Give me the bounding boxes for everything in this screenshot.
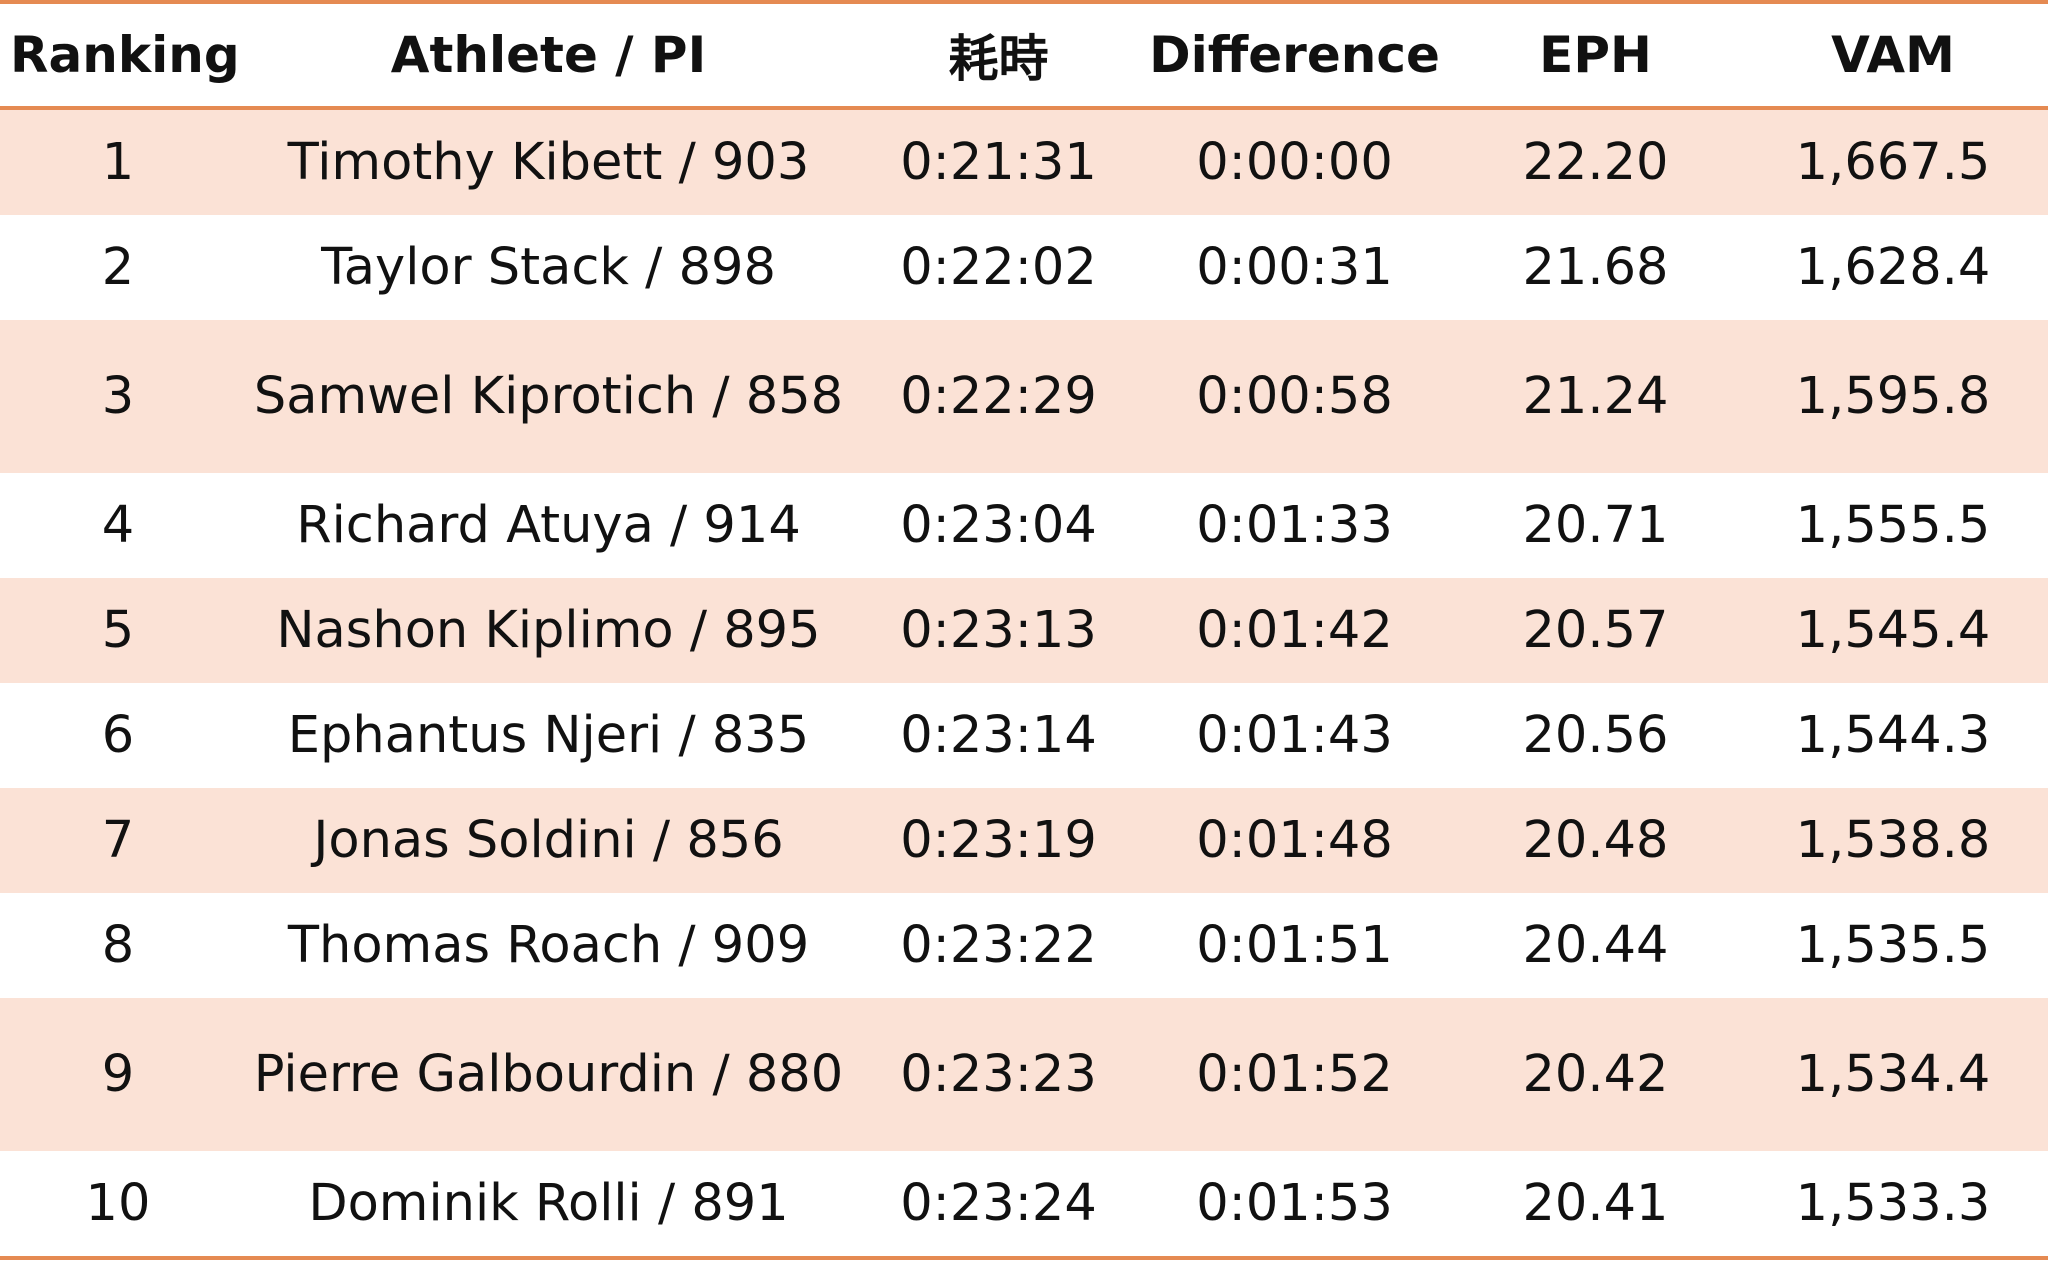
ranking-cell: 10	[85, 1174, 151, 1233]
athlete-cell: Pierre Galbourdin / 880	[253, 1045, 844, 1104]
header-vam: VAM	[1831, 26, 1955, 84]
eph-cell: 20.71	[1522, 496, 1669, 555]
eph-cell: 20.57	[1522, 601, 1669, 660]
difference-cell: 0:01:51	[1196, 916, 1393, 975]
vam-cell: 1,535.5	[1795, 916, 1991, 975]
vam-cell: 1,555.5	[1795, 496, 1991, 555]
time-cell: 0:21:31	[900, 133, 1097, 192]
difference-cell: 0:01:43	[1196, 706, 1393, 765]
time-cell: 0:23:14	[900, 706, 1097, 765]
athlete-cell: Timothy Kibett / 903	[287, 133, 810, 192]
eph-cell: 20.42	[1522, 1045, 1669, 1104]
time-cell: 0:23:13	[900, 601, 1097, 660]
ranking-cell: 6	[101, 706, 135, 765]
ranking-cell: 2	[101, 238, 135, 297]
ranking-cell: 8	[101, 916, 135, 975]
table-row: 4 Richard Atuya / 914 0:23:04 0:01:33 20…	[0, 473, 2048, 578]
athlete-cell: Richard Atuya / 914	[296, 496, 801, 555]
ranking-cell: 7	[101, 811, 135, 870]
header-ranking: Ranking	[10, 26, 236, 84]
vam-cell: 1,533.3	[1795, 1174, 1991, 1233]
table-row: 9 Pierre Galbourdin / 880 0:23:23 0:01:5…	[0, 998, 2048, 1151]
table-row: 10 Dominik Rolli / 891 0:23:24 0:01:53 2…	[0, 1151, 2048, 1256]
table-row: 5 Nashon Kiplimo / 895 0:23:13 0:01:42 2…	[0, 578, 2048, 683]
time-cell: 0:22:29	[900, 367, 1097, 426]
time-cell: 0:23:19	[900, 811, 1097, 870]
eph-cell: 20.48	[1522, 811, 1669, 870]
difference-cell: 0:00:58	[1196, 367, 1393, 426]
eph-cell: 20.41	[1522, 1174, 1669, 1233]
time-cell: 0:23:22	[900, 916, 1097, 975]
difference-cell: 0:01:33	[1196, 496, 1393, 555]
table-header-row: Ranking Athlete / PI 耗時 Difference EPH V…	[0, 4, 2048, 110]
difference-cell: 0:01:53	[1196, 1174, 1393, 1233]
athlete-cell: Dominik Rolli / 891	[308, 1174, 789, 1233]
ranking-cell: 4	[101, 496, 135, 555]
table-row: 1 Timothy Kibett / 903 0:21:31 0:00:00 2…	[0, 110, 2048, 215]
time-cell: 0:22:02	[900, 238, 1097, 297]
athlete-cell: Taylor Stack / 898	[321, 238, 776, 297]
athlete-cell: Ephantus Njeri / 835	[287, 706, 810, 765]
athlete-cell: Nashon Kiplimo / 895	[276, 601, 821, 660]
vam-cell: 1,534.4	[1795, 1045, 1991, 1104]
ranking-cell: 1	[101, 133, 135, 192]
time-cell: 0:23:23	[900, 1045, 1097, 1104]
table-row: 2 Taylor Stack / 898 0:22:02 0:00:31 21.…	[0, 215, 2048, 320]
difference-cell: 0:00:00	[1196, 133, 1393, 192]
ranking-cell: 9	[101, 1045, 135, 1104]
ranking-cell: 5	[101, 601, 135, 660]
athlete-cell: Thomas Roach / 909	[287, 916, 810, 975]
ranking-cell: 3	[101, 367, 135, 426]
difference-cell: 0:01:52	[1196, 1045, 1393, 1104]
time-cell: 0:23:24	[900, 1174, 1097, 1233]
header-eph: EPH	[1539, 26, 1652, 84]
difference-cell: 0:00:31	[1196, 238, 1393, 297]
difference-cell: 0:01:48	[1196, 811, 1393, 870]
vam-cell: 1,628.4	[1795, 238, 1991, 297]
table-row: 3 Samwel Kiprotich / 858 0:22:29 0:00:58…	[0, 320, 2048, 473]
athlete-cell: Jonas Soldini / 856	[313, 811, 784, 870]
vam-cell: 1,595.8	[1795, 367, 1991, 426]
header-athlete: Athlete / PI	[390, 26, 707, 84]
header-time: 耗時	[948, 30, 1049, 88]
athlete-cell: Samwel Kiprotich / 858	[253, 367, 844, 426]
time-cell: 0:23:04	[900, 496, 1097, 555]
vam-cell: 1,538.8	[1795, 811, 1991, 870]
eph-cell: 20.44	[1522, 916, 1669, 975]
vam-cell: 1,667.5	[1795, 133, 1991, 192]
table-row: 7 Jonas Soldini / 856 0:23:19 0:01:48 20…	[0, 788, 2048, 893]
eph-cell: 21.24	[1522, 367, 1669, 426]
table-row: 6 Ephantus Njeri / 835 0:23:14 0:01:43 2…	[0, 683, 2048, 788]
eph-cell: 20.56	[1522, 706, 1669, 765]
header-difference: Difference	[1149, 26, 1440, 84]
vam-cell: 1,545.4	[1795, 601, 1991, 660]
eph-cell: 21.68	[1522, 238, 1669, 297]
eph-cell: 22.20	[1522, 133, 1669, 192]
table-row: 8 Thomas Roach / 909 0:23:22 0:01:51 20.…	[0, 893, 2048, 998]
vam-cell: 1,544.3	[1795, 706, 1991, 765]
difference-cell: 0:01:42	[1196, 601, 1393, 660]
